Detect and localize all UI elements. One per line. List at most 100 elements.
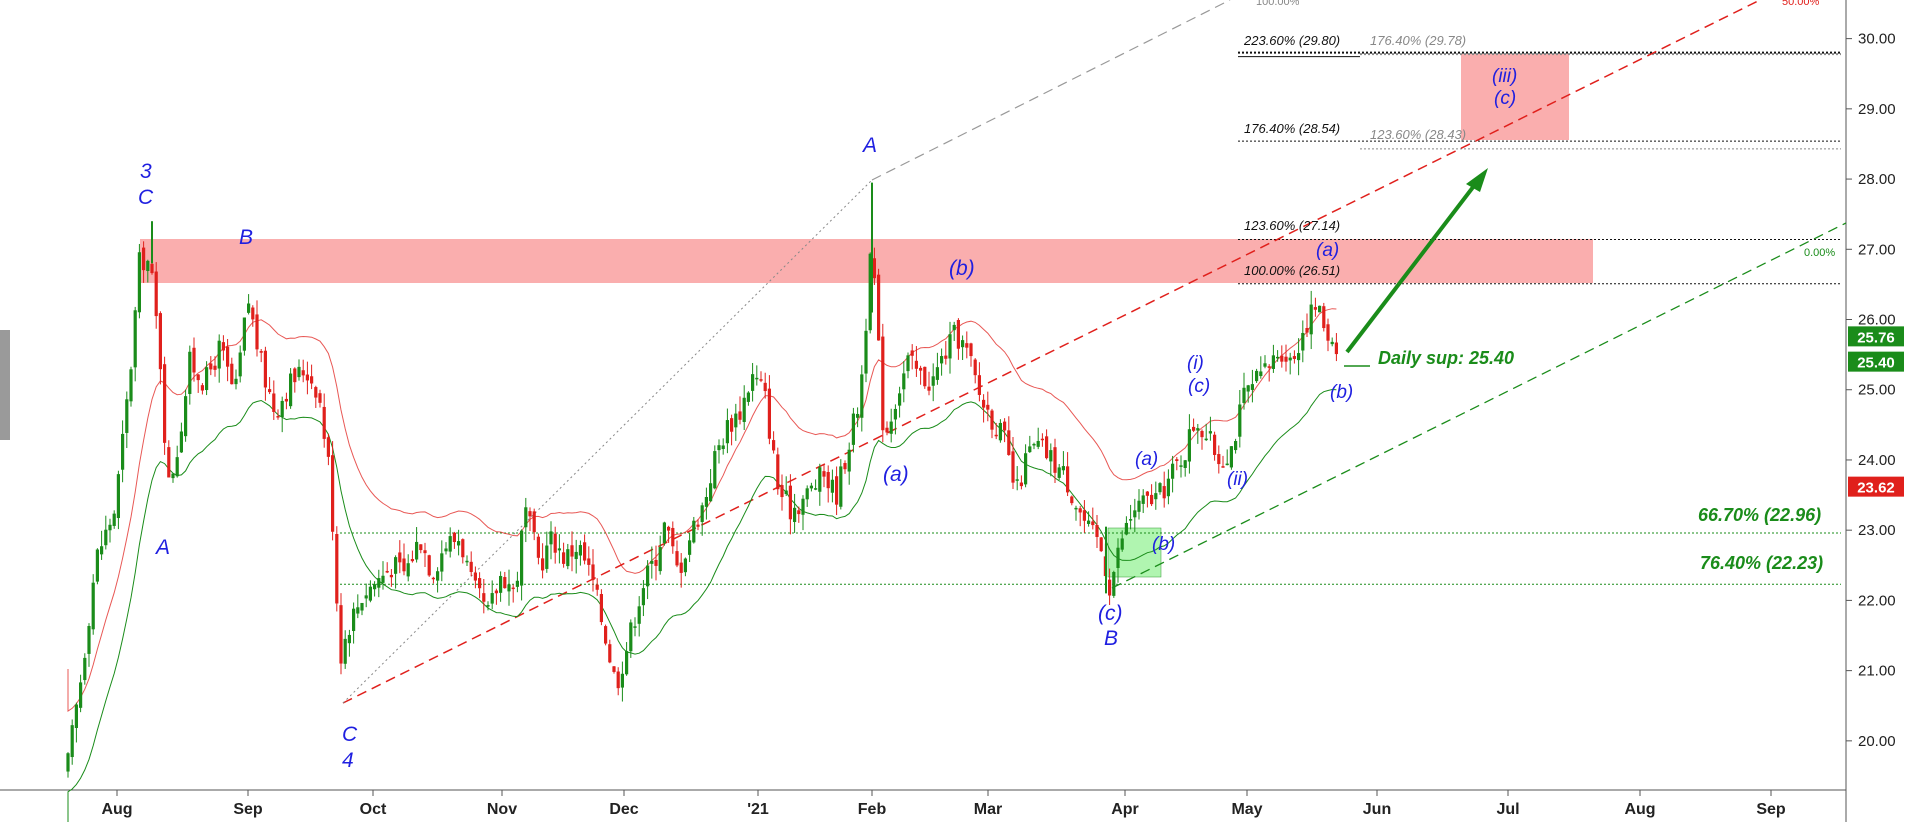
candle-body	[1183, 460, 1187, 468]
candle-body	[188, 351, 192, 394]
candle-body	[730, 418, 734, 432]
candle-body	[1208, 431, 1212, 434]
candle-body	[95, 549, 99, 582]
candle-body	[394, 557, 398, 574]
y-tick-label: 28.00	[1858, 171, 1896, 188]
y-tick-label: 25.00	[1858, 382, 1896, 399]
candle-body	[66, 753, 70, 772]
candle-body	[528, 511, 532, 517]
candle-body	[746, 392, 750, 402]
candle-body	[692, 520, 696, 543]
candle-body	[1053, 447, 1057, 473]
x-tick-label: Feb	[858, 801, 887, 818]
candle-body	[1326, 324, 1330, 341]
wave-label-3: 3	[140, 160, 152, 183]
candle-body	[314, 387, 318, 398]
candle-body	[1045, 436, 1049, 459]
red-trendline	[342, 0, 1761, 704]
y-tick-label: 24.00	[1858, 452, 1896, 469]
candle-body	[339, 605, 343, 664]
candle-body	[1099, 537, 1103, 552]
y-tick-label: 22.00	[1858, 592, 1896, 609]
candle-body	[1011, 451, 1015, 483]
x-tick-label: Jun	[1363, 801, 1391, 818]
candle-body	[868, 253, 872, 331]
candle-body	[1234, 441, 1238, 451]
candle-body	[221, 342, 225, 351]
candle-body	[465, 560, 469, 563]
candle-body	[759, 379, 763, 381]
fib-label-123-28-43: 123.60% (28.43)	[1370, 127, 1466, 142]
candle-body	[1116, 547, 1120, 568]
candle-body	[877, 274, 881, 341]
candle-body	[318, 393, 322, 403]
green-trendline	[1111, 222, 1847, 589]
candle-body	[158, 313, 162, 370]
candle-body	[1007, 430, 1011, 455]
x-tick-label: Aug	[101, 801, 132, 818]
candle-body	[1108, 579, 1112, 596]
side-panel-tab[interactable]	[0, 330, 10, 440]
x-tick-label: Dec	[609, 801, 638, 818]
candle-body	[331, 455, 335, 532]
candle-body	[1024, 453, 1028, 485]
wave-label-c-mar: (c)	[1098, 602, 1123, 625]
candle-body	[1015, 479, 1019, 481]
candle-body	[226, 346, 230, 367]
candle-body	[1049, 450, 1053, 462]
candle-body	[994, 434, 998, 437]
fib-label-100-26-51: 100.00% (26.51)	[1244, 263, 1340, 278]
candle-body	[1137, 500, 1141, 512]
candle-body	[885, 427, 889, 433]
wave-label-c-target: (c)	[1494, 88, 1516, 109]
candle-body	[150, 263, 154, 274]
candle-body	[1150, 494, 1154, 505]
fib-label-66-22-96: 66.70% (22.96)	[1698, 505, 1821, 525]
candle-body	[200, 385, 204, 391]
candle-body	[1166, 478, 1170, 497]
candle-body	[326, 437, 330, 457]
candle-body	[843, 463, 847, 470]
target-zone	[1461, 54, 1569, 140]
candle-body	[129, 369, 133, 402]
candle-body	[826, 472, 830, 489]
candle-body	[343, 638, 347, 664]
candle-body	[301, 370, 305, 376]
candle-body	[982, 399, 986, 408]
candle-body	[284, 398, 288, 402]
candle-body	[809, 485, 813, 489]
candle-body	[1213, 434, 1217, 455]
candle-body	[478, 578, 482, 589]
candle-body	[675, 551, 679, 566]
candle-body	[591, 564, 595, 581]
candle-body	[1145, 491, 1149, 496]
candle-body	[440, 553, 444, 572]
candle-body	[793, 507, 797, 523]
candle-body	[79, 682, 83, 708]
candle-body	[721, 445, 725, 450]
fib-labels: 223.60% (29.80) 176.40% (29.78) 176.40% …	[1243, 33, 1823, 573]
candle-body	[1301, 332, 1305, 351]
candle-body	[1028, 446, 1032, 453]
candle-body	[961, 340, 965, 348]
candle-body	[494, 590, 498, 594]
candle-body	[646, 565, 650, 587]
candle-body	[1057, 467, 1061, 478]
candle-body	[977, 375, 981, 395]
candle-body	[179, 431, 183, 453]
candle-body	[1078, 508, 1082, 513]
candle-body	[74, 704, 78, 729]
candle-body	[1070, 496, 1074, 504]
candle-body	[515, 580, 519, 587]
candle-body	[536, 536, 540, 558]
candle-body	[772, 440, 776, 451]
candle-body	[263, 350, 267, 388]
y-tick-label: 27.00	[1858, 241, 1896, 258]
candle-body	[574, 551, 578, 560]
candle-body	[444, 548, 448, 552]
candle-body	[973, 359, 977, 376]
candle-body	[1124, 522, 1128, 535]
y-tick-label: 20.00	[1858, 733, 1896, 750]
candle-body	[1087, 520, 1091, 524]
